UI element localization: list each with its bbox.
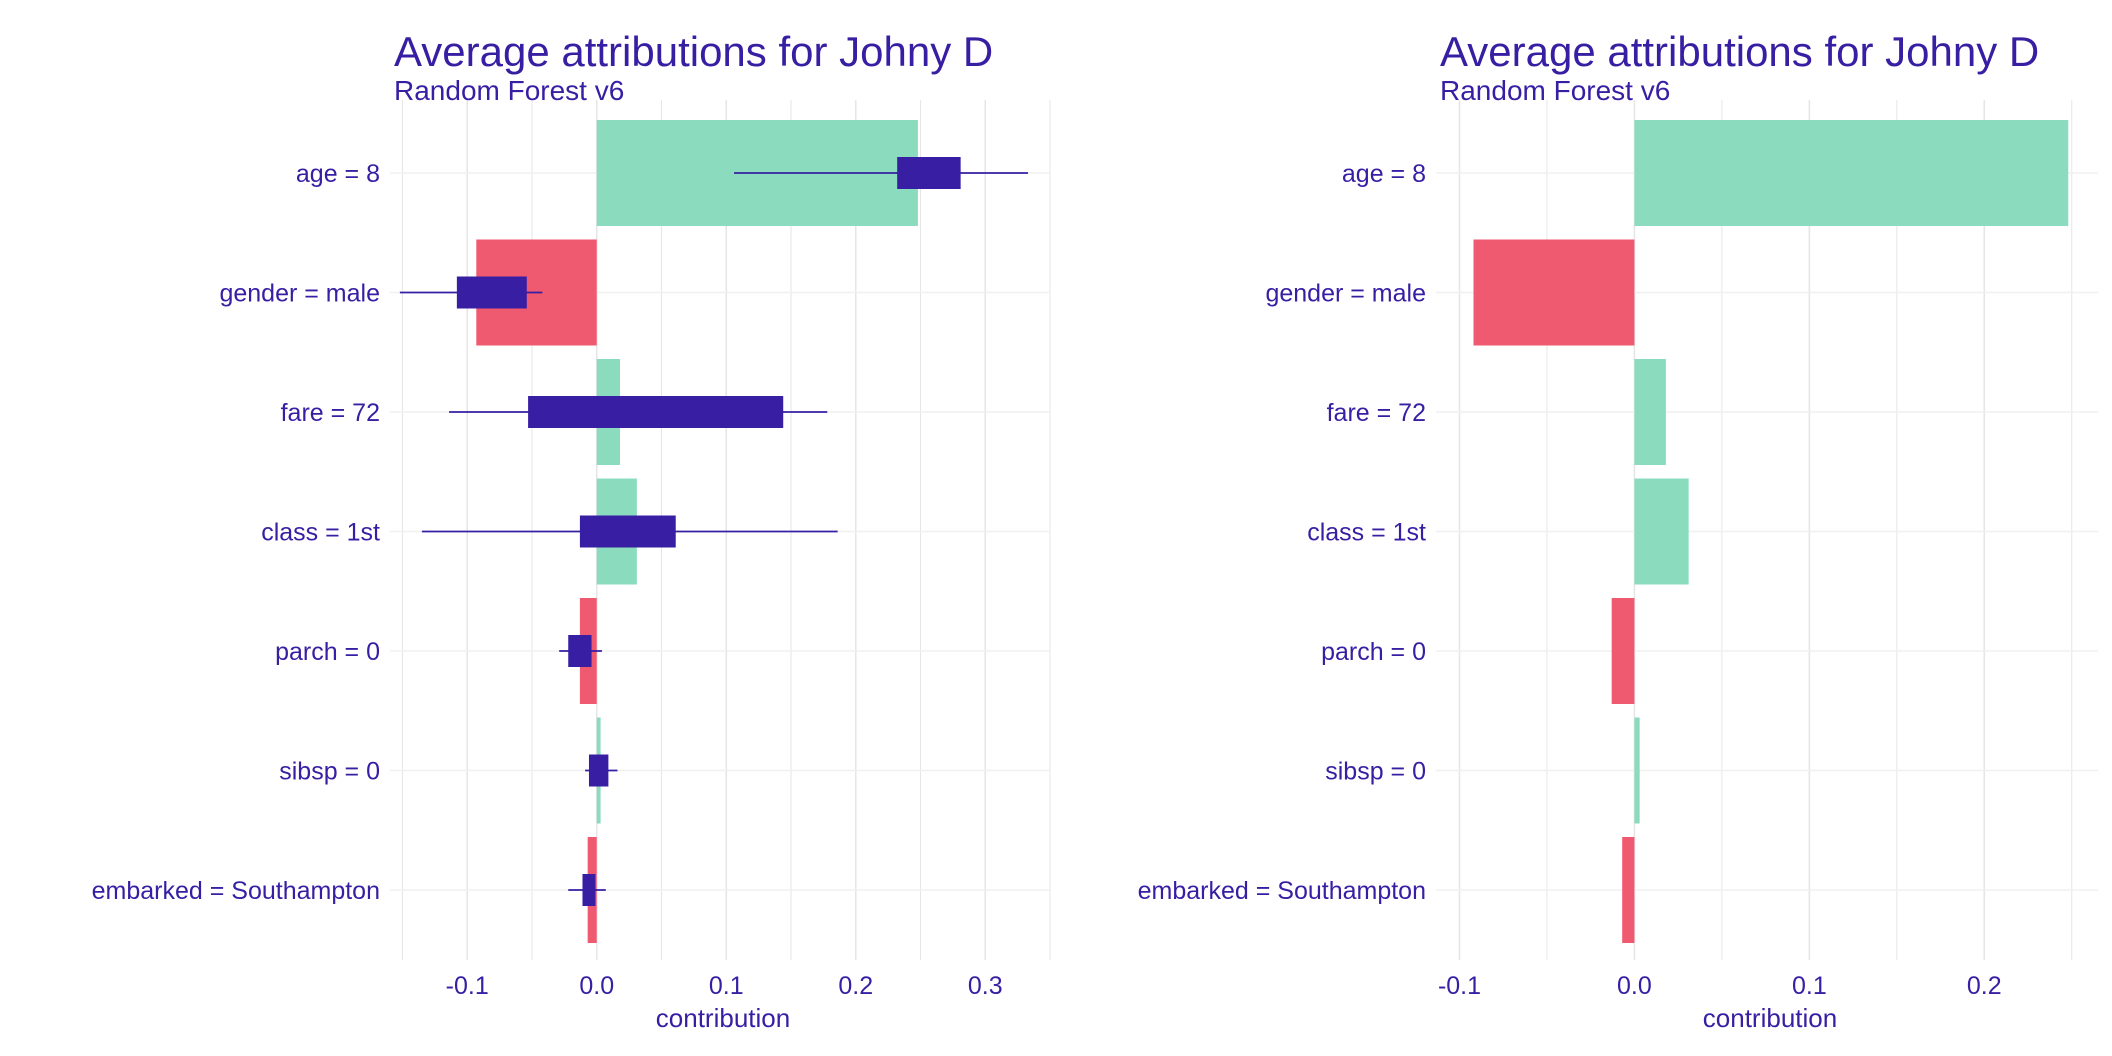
y-tick-label: age = 8 [1342, 160, 1426, 188]
chart-title: Average attributions for Johny D [394, 28, 993, 75]
x-tick-label: 0.0 [1617, 972, 1652, 1000]
bar-parch-0 [1611, 598, 1635, 704]
chart-title: Average attributions for Johny D [1440, 28, 2039, 75]
boxplot-box [897, 157, 961, 189]
chart-panel-boxplot: age = 8 gender = male fare = 72 class = 1st… [92, 28, 1051, 1033]
boxplot-box [582, 874, 596, 906]
y-tick-label: sibsp = 0 [279, 758, 380, 786]
y-tick-label: fare = 72 [281, 399, 380, 427]
x-tick-label: 0.1 [709, 972, 744, 1000]
boxplot-box [568, 635, 592, 667]
x-axis-label: contribution [1703, 1003, 1837, 1033]
chart-subtitle: Random Forest v6 [394, 75, 624, 106]
boxplot-box [579, 515, 676, 548]
y-tick-label: age = 8 [296, 160, 380, 188]
bar-age-8 [1634, 120, 2069, 226]
boxplot-box [456, 276, 527, 309]
x-tick-label: -0.1 [1438, 972, 1481, 1000]
bar-embarked-southampton [1622, 837, 1635, 943]
x-tick-label: 0.3 [968, 972, 1003, 1000]
bar-class-1st [1634, 478, 1689, 585]
x-tick-label: 0.2 [838, 972, 873, 1000]
bar-gender-male [1473, 239, 1635, 346]
x-tick-label: 0.1 [1792, 972, 1827, 1000]
chart-panel-bars: age = 8 gender = male fare = 72 class = 1st… [1138, 28, 2098, 1033]
y-tick-label: gender = male [219, 280, 380, 308]
y-tick-label: class = 1st [261, 519, 380, 547]
x-tick-label: 0.0 [579, 972, 614, 1000]
y-tick-label: embarked = Southampton [1138, 877, 1426, 905]
chart-subtitle: Random Forest v6 [1440, 75, 1670, 106]
x-tick-label: 0.2 [1967, 972, 2002, 1000]
y-tick-label: sibsp = 0 [1325, 758, 1426, 786]
boxplot-box [528, 396, 784, 428]
x-tick-label: -0.1 [446, 972, 489, 1000]
x-axis-label: contribution [656, 1003, 790, 1033]
y-tick-label: parch = 0 [275, 638, 380, 666]
boxplot-box [588, 754, 609, 787]
y-tick-label: gender = male [1265, 280, 1426, 308]
y-tick-label: embarked = Southampton [92, 877, 380, 905]
bar-sibsp-0 [1634, 717, 1640, 824]
y-tick-label: fare = 72 [1327, 399, 1426, 427]
bar-fare-72 [1634, 359, 1666, 465]
y-tick-label: class = 1st [1307, 519, 1426, 547]
y-tick-label: parch = 0 [1321, 638, 1426, 666]
